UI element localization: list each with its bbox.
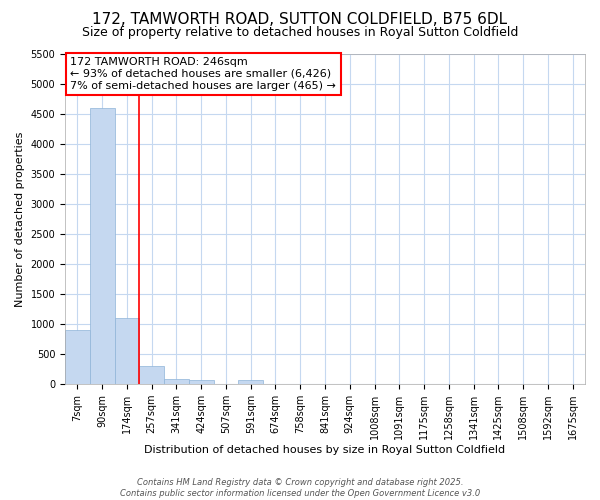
- Y-axis label: Number of detached properties: Number of detached properties: [15, 132, 25, 307]
- Bar: [189, 380, 214, 384]
- Bar: [238, 380, 263, 384]
- Text: 172, TAMWORTH ROAD, SUTTON COLDFIELD, B75 6DL: 172, TAMWORTH ROAD, SUTTON COLDFIELD, B7…: [92, 12, 508, 28]
- Text: 172 TAMWORTH ROAD: 246sqm
← 93% of detached houses are smaller (6,426)
7% of sem: 172 TAMWORTH ROAD: 246sqm ← 93% of detac…: [70, 58, 336, 90]
- Bar: [164, 379, 189, 384]
- Bar: [65, 330, 90, 384]
- Bar: [115, 318, 139, 384]
- X-axis label: Distribution of detached houses by size in Royal Sutton Coldfield: Distribution of detached houses by size …: [145, 445, 506, 455]
- Text: Contains HM Land Registry data © Crown copyright and database right 2025.
Contai: Contains HM Land Registry data © Crown c…: [120, 478, 480, 498]
- Bar: [139, 366, 164, 384]
- Text: Size of property relative to detached houses in Royal Sutton Coldfield: Size of property relative to detached ho…: [82, 26, 518, 39]
- Bar: [90, 108, 115, 384]
